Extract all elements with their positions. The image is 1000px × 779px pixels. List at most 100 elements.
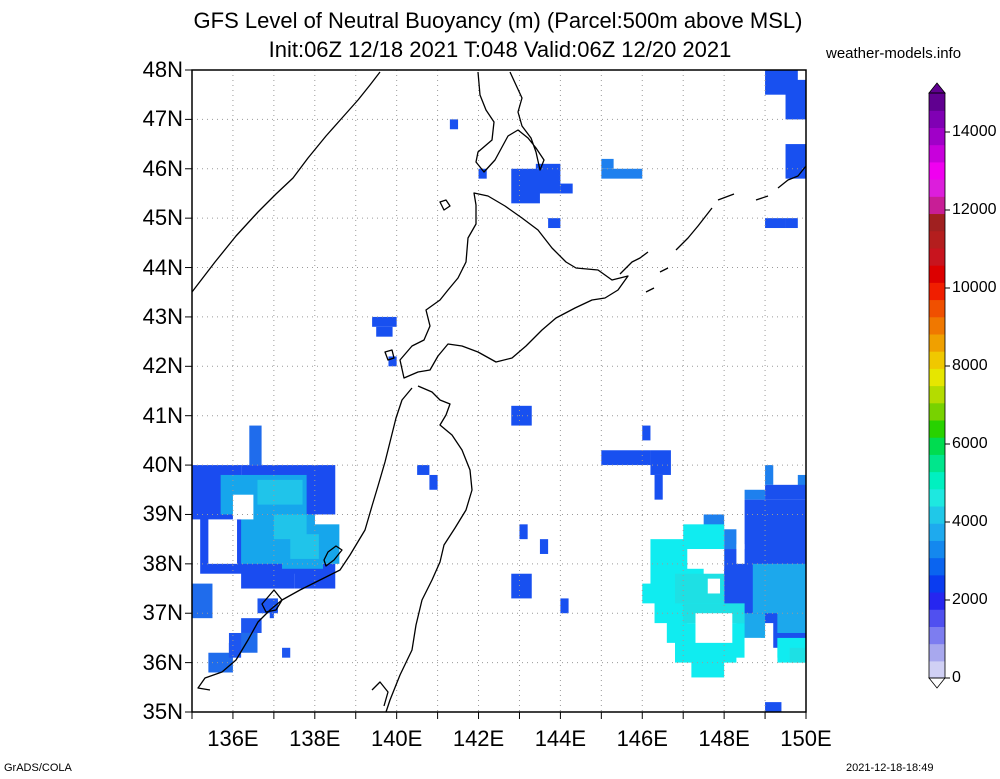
lon-label: 146E	[616, 726, 668, 751]
lat-label: 47N	[142, 106, 183, 132]
buoyancy-field	[192, 70, 806, 712]
field-cell	[519, 524, 528, 540]
field-cell	[192, 583, 213, 619]
footer-left: GrADS/COLA	[4, 762, 72, 774]
lat-label: 43N	[142, 303, 183, 329]
colorbar-swatch	[929, 196, 945, 215]
field-cell	[642, 425, 651, 441]
coast-noto	[261, 589, 283, 613]
lat-label: 45N	[142, 205, 183, 231]
coast-kurils	[619, 165, 807, 293]
field-cell	[478, 168, 487, 179]
field-cell	[601, 168, 643, 179]
colorbar-label: 8000	[952, 357, 988, 374]
field-cell	[376, 326, 393, 337]
lon-label: 144E	[534, 726, 587, 751]
field-gap	[192, 672, 209, 712]
coast-sado	[323, 545, 343, 567]
field-cell	[691, 657, 725, 678]
field-cell	[560, 598, 569, 614]
colorbar-label: 2000	[952, 591, 988, 608]
colorbar-label: 14000	[952, 123, 997, 140]
colorbar-swatch	[929, 660, 945, 679]
colorbar-swatch	[929, 540, 945, 559]
field-cell	[241, 618, 262, 633]
lat-label: 46N	[142, 155, 183, 181]
field-gap	[744, 637, 761, 663]
colorbar-label: 12000	[952, 201, 997, 218]
lat-label: 48N	[142, 57, 183, 82]
lat-label: 42N	[142, 353, 183, 379]
colorbar-label: 10000	[952, 279, 997, 296]
lat-lon-grid	[192, 70, 806, 712]
colorbar-swatch	[929, 333, 945, 352]
field-gap	[208, 519, 238, 564]
colorbar-swatch	[929, 385, 945, 404]
colorbar-swatch	[929, 626, 945, 645]
field-cell	[765, 702, 782, 712]
field-cell	[601, 158, 614, 169]
colorbar-swatch	[929, 230, 945, 249]
lat-label: 38N	[142, 550, 183, 576]
colorbar-label: 6000	[952, 435, 988, 452]
field-cell	[228, 632, 242, 658]
field-cell	[282, 647, 291, 658]
colorbar-swatch	[929, 557, 945, 576]
colorbar-swatch	[929, 161, 945, 180]
colorbar-swatch	[929, 144, 945, 163]
lon-label: 142E	[452, 726, 505, 751]
colorbar-swatch	[929, 591, 945, 610]
field-gap	[695, 613, 733, 643]
lon-label: 136E	[207, 726, 259, 751]
field-cell	[785, 144, 806, 179]
colorbar-swatch	[929, 505, 945, 524]
field-cell	[785, 218, 798, 229]
field-cell	[765, 484, 806, 500]
colorbar-swatch	[929, 402, 945, 421]
field-cell	[650, 450, 671, 475]
colorbar-swatch	[929, 351, 945, 369]
field-cell	[765, 218, 786, 229]
axis-ticks	[185, 69, 807, 719]
lon-label: 140E	[370, 726, 423, 751]
colorbar-swatch	[929, 643, 945, 662]
field-cell	[249, 425, 262, 466]
colorbar-swatch	[929, 282, 945, 301]
coast-honshu-west	[197, 387, 413, 691]
field-cell	[417, 465, 430, 475]
field-cell	[548, 218, 561, 229]
map-frame	[191, 69, 807, 713]
colorbar-swatch	[929, 265, 945, 283]
colorbar-swatch	[929, 316, 945, 335]
coastline	[191, 71, 807, 713]
field-cell	[511, 168, 540, 204]
field-cell	[765, 465, 774, 485]
colorbar-swatch	[929, 179, 945, 197]
coast-sakhalin	[475, 71, 545, 173]
colorbar-swatch	[929, 437, 945, 455]
field-cell	[429, 474, 438, 490]
colorbar-swatch	[929, 471, 945, 490]
field-cell	[511, 405, 532, 426]
field-cell	[789, 647, 806, 663]
colorbar-swatch	[929, 609, 945, 627]
field-cell	[539, 539, 549, 554]
field-cell	[372, 316, 397, 327]
colorbar-label: 4000	[952, 513, 988, 530]
field-cell	[601, 450, 651, 466]
field-gap	[707, 578, 721, 594]
coast-honshu-east	[385, 385, 473, 713]
field-cell	[257, 479, 303, 505]
lon-label: 138E	[289, 726, 341, 751]
colorbar-swatch	[929, 93, 945, 111]
coast-hokkaido	[399, 192, 629, 379]
field-cell	[724, 529, 737, 550]
colorbar-frame	[928, 92, 946, 679]
field-gap	[232, 494, 254, 520]
field-cell	[744, 489, 766, 500]
field-cell	[654, 474, 663, 500]
lon-label: 148E	[698, 726, 750, 751]
colorbar-swatch	[929, 488, 945, 507]
field-cell	[269, 608, 274, 619]
